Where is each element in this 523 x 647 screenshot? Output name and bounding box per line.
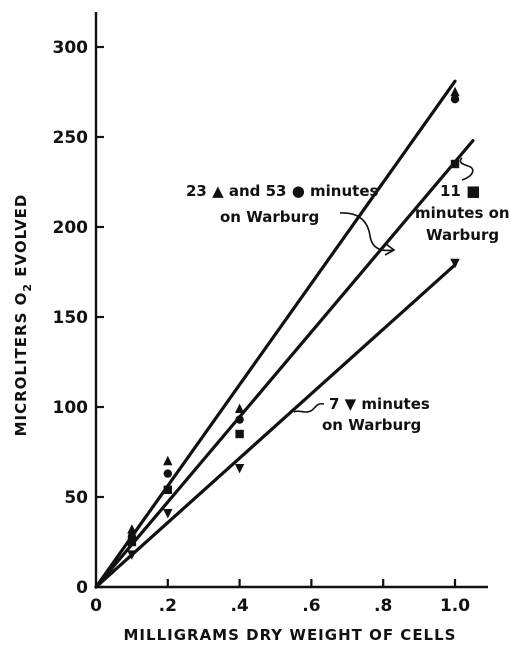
annotation-11-line-2: minutes on [415, 204, 510, 222]
fit-line [94, 139, 475, 589]
x-tick-label: .8 [374, 596, 392, 616]
annotation-23-53-arrowhead [384, 243, 396, 256]
square-point [450, 159, 460, 169]
annotation-11-line-1: 11 ■ [440, 182, 480, 200]
annotation-11-line-3: Warburg [426, 226, 499, 244]
y-tick-label: 150 [53, 308, 89, 328]
triangle-up-point [450, 86, 460, 97]
annotation-23-53-minutes: 23 ▲ and 53 ● minutes on Warburg [186, 182, 396, 256]
triangle-up-point [127, 524, 137, 534]
circle-point [163, 469, 172, 478]
annotation-11-minutes: 11 ■ minutes on Warburg [415, 157, 510, 244]
circle-point [450, 95, 460, 104]
fit-lines [94, 79, 475, 589]
ticks: 0 50 100 150 200 250 300 0 .2 .4 .6 .8 1.0 [53, 38, 471, 616]
y-axis-title-part-1: MICROLITERS O [12, 292, 30, 437]
y-tick-label: 0 [76, 578, 88, 598]
x-tick-label: .4 [230, 596, 248, 616]
axes [94, 12, 488, 589]
annotation-23-53-line-2: on Warburg [220, 208, 319, 226]
annotation-23-53-line-1: 23 ▲ and 53 ● minutes [186, 182, 378, 200]
annotation-7-minutes: 7 ▼ minutes on Warburg [293, 395, 430, 434]
y-tick-label: 250 [53, 128, 89, 148]
triangle-down-point [234, 464, 245, 474]
triangle-up-point [163, 455, 173, 466]
x-axis-title: MILLIGRAMS DRY WEIGHT OF CELLS [124, 626, 457, 644]
fit-line [94, 263, 457, 589]
square-point [127, 537, 137, 547]
y-axis-title: MICROLITERS O2 EVOLVED [12, 194, 34, 437]
square-point [163, 485, 172, 494]
square-point [235, 429, 244, 439]
y-tick-label: 200 [53, 218, 89, 238]
circle-point [235, 415, 244, 424]
annotation-7-arrow [293, 402, 325, 413]
x-tick-label: 1.0 [440, 596, 470, 616]
y-tick-label: 100 [53, 398, 89, 418]
annotation-7-line-1: 7 ▼ minutes [329, 395, 430, 413]
triangle-down-point [450, 258, 460, 269]
y-tick-label: 300 [53, 38, 89, 58]
triangle-down-point [163, 509, 173, 519]
x-tick-label: 0 [90, 596, 102, 616]
y-axis-title-subscript: 2 [21, 283, 34, 292]
fit-line [94, 79, 457, 589]
y-axis-title-part-2: EVOLVED [12, 194, 30, 283]
annotation-11-arrow [459, 157, 474, 181]
x-tick-label: .6 [302, 596, 320, 616]
x-tick-label: .2 [159, 596, 177, 616]
annotation-7-line-2: on Warburg [322, 416, 421, 434]
y-tick-label: 50 [64, 488, 88, 508]
annotation-23-53-arrow [339, 212, 395, 252]
triangle-up-point [234, 403, 245, 413]
triangle-down-point [127, 550, 137, 560]
data-points [127, 86, 460, 560]
